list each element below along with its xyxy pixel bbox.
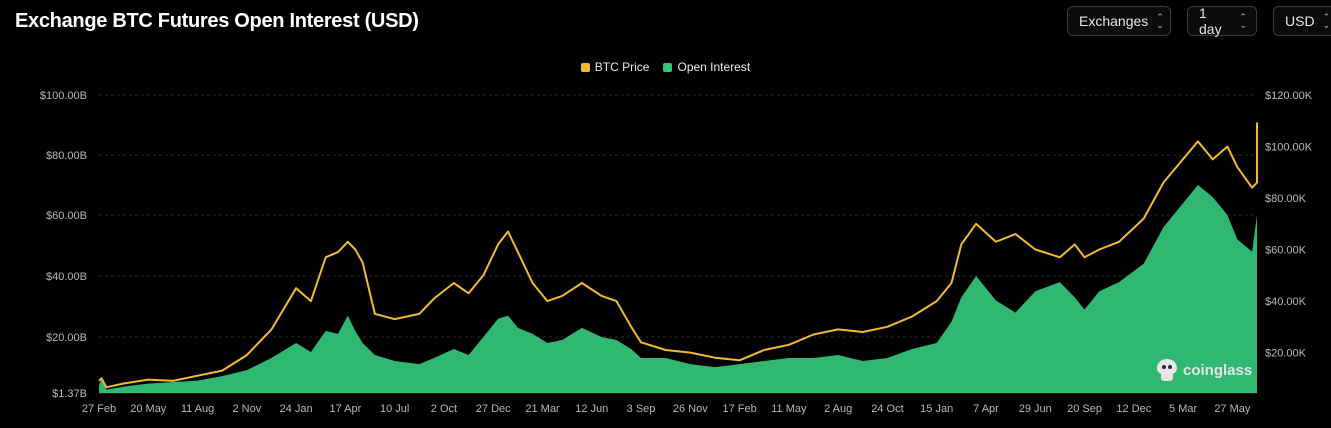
y-right-tick-label: $80.00K [1265, 193, 1307, 205]
x-tick-label: 20 May [130, 403, 167, 415]
y-left-tick-label: $20.00B [46, 332, 87, 344]
x-tick-label: 10 Jul [380, 403, 409, 415]
x-tick-label: 7 Apr [973, 403, 999, 415]
exchanges-select[interactable]: Exchanges ⌃ ⌄ [1067, 6, 1171, 36]
legend-swatch-btc-price [580, 62, 590, 72]
legend-label-open-interest: Open Interest [677, 60, 751, 74]
y-left-tick-label: $100.00B [40, 90, 87, 102]
x-tick-label: 2 Aug [824, 403, 852, 415]
watermark-text: coinglass [1183, 361, 1253, 379]
x-tick-label: 27 May [1214, 403, 1251, 415]
y-right-tick-label: $60.00K [1265, 245, 1307, 257]
y-axis-right: $20.00K $40.00K $60.00K $80.00K $100.00K $120… [1265, 90, 1313, 360]
y-left-tick-label: $1.37B [52, 388, 87, 400]
x-tick-label: 15 Jan [920, 403, 953, 415]
x-tick-label: 17 Feb [722, 403, 756, 415]
chevron-updown-icon: ⌃ ⌄ [1322, 12, 1331, 30]
y-right-tick-label: $40.00K [1265, 296, 1307, 308]
x-tick-label: 12 Jun [575, 403, 608, 415]
y-right-tick-label: $100.00K [1265, 142, 1313, 154]
open-interest-series [99, 155, 1257, 393]
chevron-updown-icon: ⌃ ⌄ [1239, 12, 1247, 30]
x-tick-label: 2 Nov [232, 403, 261, 415]
currency-select[interactable]: USD ⌃ ⌄ [1273, 6, 1331, 36]
x-tick-label: 11 May [771, 403, 807, 415]
coinglass-logo-icon [1157, 359, 1177, 381]
x-tick-label: 24 Oct [871, 403, 903, 415]
interval-select-label: 1 day [1199, 5, 1222, 37]
x-tick-label: 27 Feb [82, 403, 116, 415]
x-tick-label: 2 Oct [431, 403, 457, 415]
y-left-tick-label: $60.00B [46, 210, 87, 222]
chart-legend: BTC Price Open Interest [0, 60, 1331, 74]
exchanges-select-label: Exchanges [1079, 13, 1149, 29]
y-axis-left: $1.37B $20.00B $40.00B $60.00B $80.00B $100.0… [40, 90, 87, 400]
y-right-tick-label: $20.00K [1265, 348, 1307, 360]
legend-item-btc-price[interactable]: BTC Price [580, 60, 650, 74]
btc-price-line [98, 122, 1258, 389]
x-tick-label: 5 Mar [1169, 403, 1197, 415]
coinglass-watermark: coinglass [1155, 357, 1252, 383]
y-left-tick-label: $80.00B [46, 150, 87, 162]
x-tick-label: 24 Jan [280, 403, 313, 415]
chevron-updown-icon: ⌃ ⌄ [1156, 12, 1164, 30]
x-tick-label: 11 Aug [181, 403, 214, 415]
y-left-tick-label: $40.00B [46, 271, 87, 283]
legend-swatch-open-interest [663, 62, 673, 72]
legend-item-open-interest[interactable]: Open Interest [663, 60, 750, 74]
x-tick-label: 3 Sep [627, 403, 656, 415]
x-axis: 27 Feb 20 May 11 Aug 2 Nov 24 Jan 17 Apr 10 Ju… [82, 403, 1251, 415]
x-tick-label: 21 Mar [525, 403, 560, 415]
x-tick-label: 20 Sep [1067, 403, 1102, 415]
legend-label-btc-price: BTC Price [594, 60, 650, 74]
currency-select-label: USD [1285, 13, 1315, 29]
x-tick-label: 12 Dec [1116, 403, 1151, 415]
page-title: Exchange BTC Futures Open Interest (USD) [15, 10, 419, 32]
btc-price-series [98, 122, 1258, 389]
x-tick-label: 17 Apr [329, 403, 361, 415]
x-tick-label: 29 Jun [1019, 403, 1052, 415]
interval-select[interactable]: 1 day ⌃ ⌄ [1187, 5, 1257, 37]
x-tick-label: 27 Dec [476, 403, 511, 415]
open-interest-area [99, 155, 1257, 393]
y-right-tick-label: $120.00K [1265, 90, 1313, 102]
x-tick-label: 26 Nov [673, 403, 708, 415]
